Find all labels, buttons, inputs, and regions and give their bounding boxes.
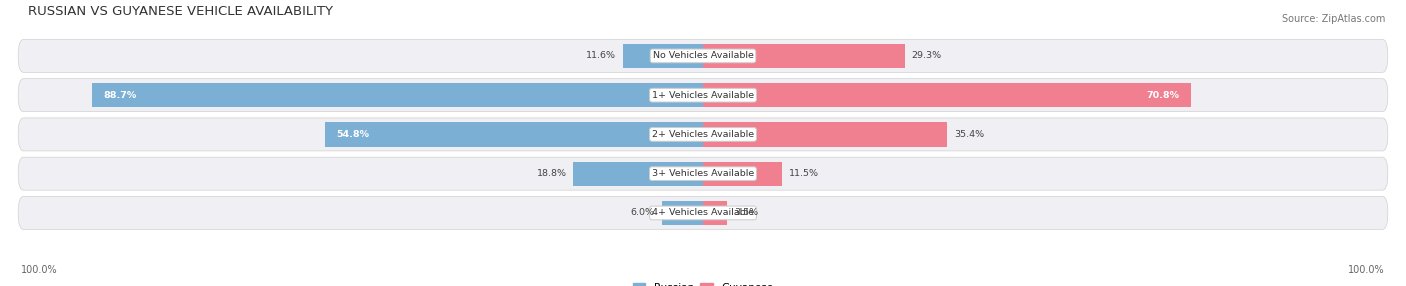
Bar bbox=[662, 201, 703, 225]
Bar bbox=[325, 122, 703, 147]
Bar bbox=[703, 44, 905, 68]
Text: 6.0%: 6.0% bbox=[631, 208, 655, 217]
Text: 88.7%: 88.7% bbox=[103, 91, 136, 100]
Text: 18.8%: 18.8% bbox=[537, 169, 567, 178]
Bar bbox=[623, 44, 703, 68]
FancyBboxPatch shape bbox=[18, 196, 1388, 229]
Bar bbox=[703, 122, 946, 147]
Bar bbox=[703, 201, 727, 225]
Text: 4+ Vehicles Available: 4+ Vehicles Available bbox=[652, 208, 754, 217]
Legend: Russian, Guyanese: Russian, Guyanese bbox=[633, 283, 773, 286]
FancyBboxPatch shape bbox=[18, 157, 1388, 190]
Text: 70.8%: 70.8% bbox=[1147, 91, 1180, 100]
FancyBboxPatch shape bbox=[18, 39, 1388, 72]
Text: 3.5%: 3.5% bbox=[734, 208, 758, 217]
Text: 11.6%: 11.6% bbox=[586, 51, 616, 60]
Text: 1+ Vehicles Available: 1+ Vehicles Available bbox=[652, 91, 754, 100]
Text: 54.8%: 54.8% bbox=[336, 130, 370, 139]
Text: RUSSIAN VS GUYANESE VEHICLE AVAILABILITY: RUSSIAN VS GUYANESE VEHICLE AVAILABILITY bbox=[28, 5, 333, 18]
Text: 100.0%: 100.0% bbox=[21, 265, 58, 275]
Text: 3+ Vehicles Available: 3+ Vehicles Available bbox=[652, 169, 754, 178]
FancyBboxPatch shape bbox=[18, 79, 1388, 112]
Text: Source: ZipAtlas.com: Source: ZipAtlas.com bbox=[1281, 14, 1385, 24]
Bar bbox=[574, 162, 703, 186]
Text: 100.0%: 100.0% bbox=[1348, 265, 1385, 275]
Text: 11.5%: 11.5% bbox=[789, 169, 820, 178]
FancyBboxPatch shape bbox=[18, 118, 1388, 151]
Bar bbox=[91, 83, 703, 107]
Text: 2+ Vehicles Available: 2+ Vehicles Available bbox=[652, 130, 754, 139]
Text: 35.4%: 35.4% bbox=[953, 130, 984, 139]
Text: 29.3%: 29.3% bbox=[911, 51, 942, 60]
Bar bbox=[703, 162, 782, 186]
Text: No Vehicles Available: No Vehicles Available bbox=[652, 51, 754, 60]
Bar bbox=[703, 83, 1191, 107]
